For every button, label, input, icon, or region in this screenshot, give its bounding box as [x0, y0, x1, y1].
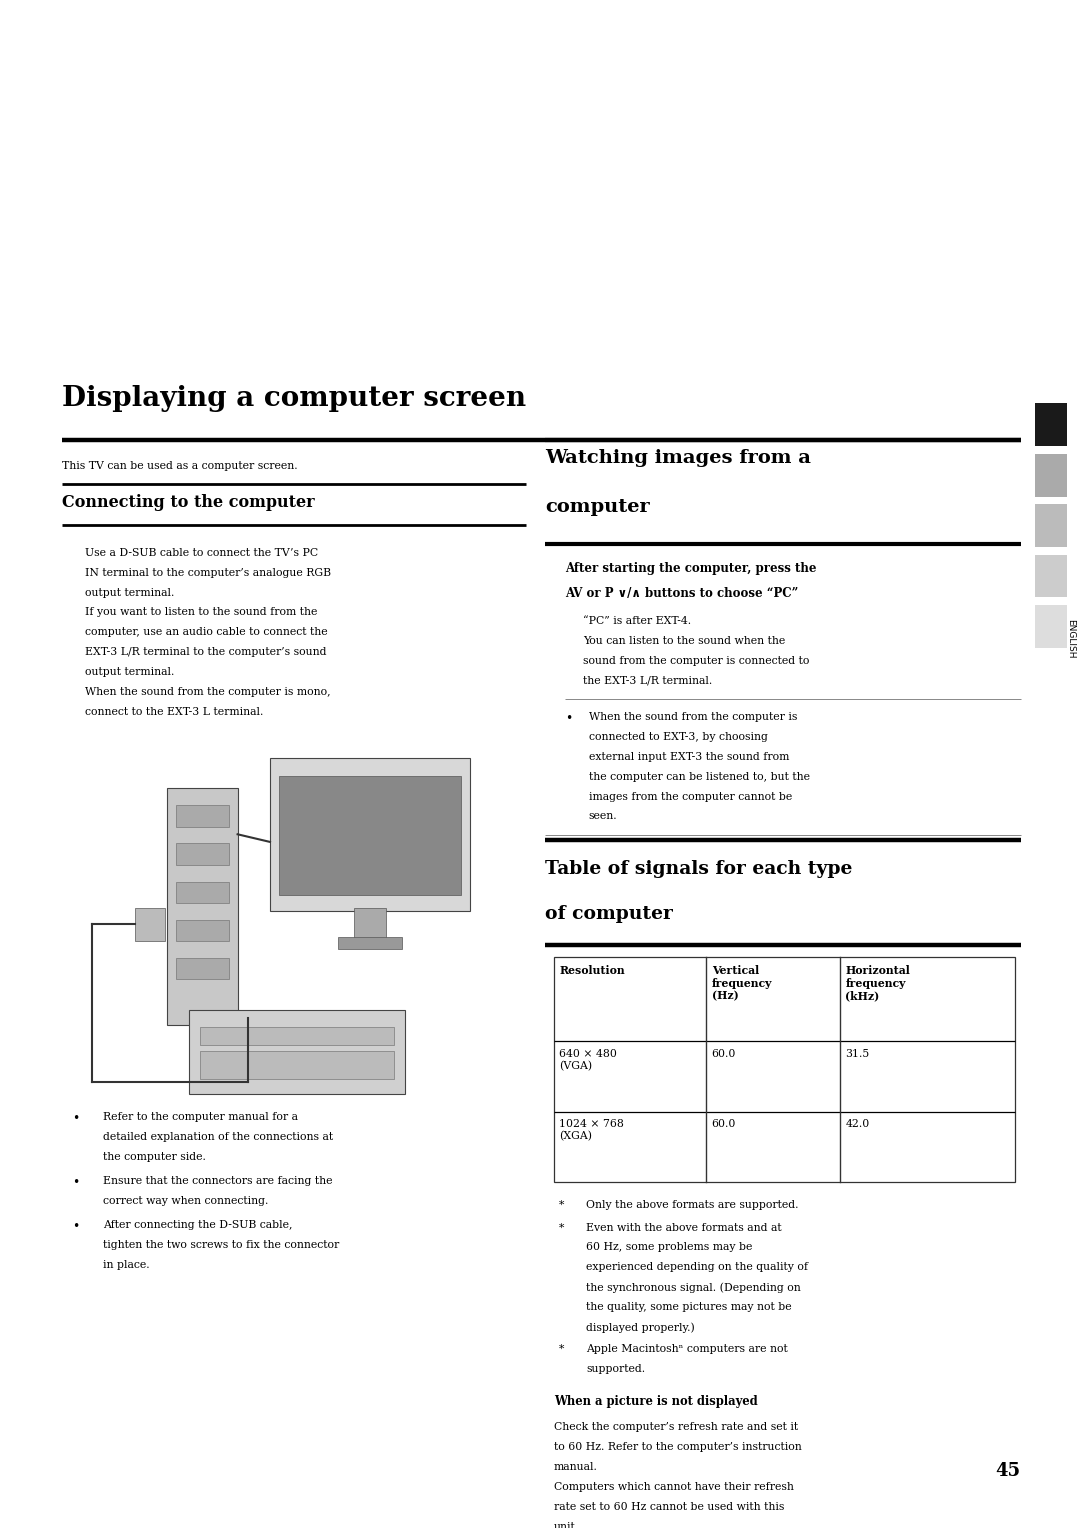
Text: of computer: of computer — [545, 906, 673, 923]
Text: external input EXT-3 the sound from: external input EXT-3 the sound from — [589, 752, 789, 762]
Text: 60.0: 60.0 — [712, 1050, 735, 1059]
Text: tighten the two screws to fix the connector: tighten the two screws to fix the connec… — [103, 1241, 339, 1250]
Text: •: • — [72, 1112, 80, 1126]
Text: 60 Hz, some problems may be: 60 Hz, some problems may be — [586, 1242, 753, 1253]
Bar — [176, 920, 229, 941]
Text: ENGLISH: ENGLISH — [1066, 619, 1075, 659]
Text: “PC” is after EXT-4.: “PC” is after EXT-4. — [583, 616, 691, 626]
Bar — [135, 908, 165, 941]
Text: •: • — [72, 1221, 80, 1233]
Bar — [354, 908, 387, 941]
Text: Ensure that the connectors are facing the: Ensure that the connectors are facing th… — [103, 1177, 333, 1186]
Text: After connecting the D-SUB cable,: After connecting the D-SUB cable, — [103, 1221, 292, 1230]
Text: 640 × 480
(VGA): 640 × 480 (VGA) — [559, 1050, 618, 1071]
Text: Table of signals for each type: Table of signals for each type — [545, 860, 853, 877]
Text: computer: computer — [545, 498, 650, 516]
Text: 60.0: 60.0 — [712, 1120, 735, 1129]
Text: the synchronous signal. (Depending on: the synchronous signal. (Depending on — [586, 1282, 801, 1293]
Text: seen.: seen. — [589, 811, 618, 822]
Bar — [167, 788, 238, 1025]
Text: Check the computer’s refresh rate and set it: Check the computer’s refresh rate and se… — [554, 1423, 798, 1432]
Text: IN terminal to the computer’s analogue RGB: IN terminal to the computer’s analogue R… — [85, 567, 332, 578]
Text: computer, use an audio cable to connect the: computer, use an audio cable to connect … — [85, 628, 328, 637]
Text: When the sound from the computer is: When the sound from the computer is — [589, 712, 797, 723]
Text: the computer side.: the computer side. — [103, 1152, 205, 1163]
Text: the EXT-3 L/R terminal.: the EXT-3 L/R terminal. — [583, 675, 713, 686]
Text: Only the above formats are supported.: Only the above formats are supported. — [586, 1201, 799, 1210]
Text: •: • — [72, 1177, 80, 1189]
Bar — [1035, 504, 1067, 547]
Text: manual.: manual. — [554, 1462, 598, 1471]
Bar — [337, 937, 402, 949]
Bar — [62, 735, 526, 1094]
Bar — [200, 1051, 394, 1079]
Text: images from the computer cannot be: images from the computer cannot be — [589, 792, 792, 802]
Text: rate set to 60 Hz cannot be used with this: rate set to 60 Hz cannot be used with th… — [554, 1502, 784, 1511]
Text: Vertical
frequency
(Hz): Vertical frequency (Hz) — [712, 966, 772, 1001]
Text: Resolution: Resolution — [559, 966, 625, 976]
Text: supported.: supported. — [586, 1365, 646, 1374]
Text: When a picture is not displayed: When a picture is not displayed — [554, 1395, 758, 1407]
Text: to 60 Hz. Refer to the computer’s instruction: to 60 Hz. Refer to the computer’s instru… — [554, 1442, 801, 1452]
Text: Computers which cannot have their refresh: Computers which cannot have their refres… — [554, 1482, 794, 1491]
Bar — [1035, 555, 1067, 597]
Text: in place.: in place. — [103, 1261, 149, 1270]
Text: Horizontal
frequency
(kHz): Horizontal frequency (kHz) — [846, 966, 910, 1001]
Text: Connecting to the computer: Connecting to the computer — [62, 494, 314, 512]
Bar — [1035, 403, 1067, 446]
Bar — [200, 1027, 394, 1045]
Text: Watching images from a: Watching images from a — [545, 449, 811, 468]
Text: EXT-3 L/R terminal to the computer’s sound: EXT-3 L/R terminal to the computer’s sou… — [85, 648, 327, 657]
Text: This TV can be used as a computer screen.: This TV can be used as a computer screen… — [62, 461, 297, 472]
Text: sound from the computer is connected to: sound from the computer is connected to — [583, 656, 810, 666]
Bar — [176, 805, 229, 827]
Text: unit.: unit. — [554, 1522, 579, 1528]
Text: You can listen to the sound when the: You can listen to the sound when the — [583, 636, 785, 646]
Text: •: • — [565, 712, 572, 726]
Bar — [554, 958, 1015, 1183]
Text: *: * — [558, 1345, 564, 1354]
Bar — [176, 882, 229, 903]
Text: correct way when connecting.: correct way when connecting. — [103, 1196, 268, 1206]
Text: connect to the EXT-3 L terminal.: connect to the EXT-3 L terminal. — [85, 706, 264, 717]
Text: the computer can be listened to, but the: the computer can be listened to, but the — [589, 772, 810, 782]
Bar — [1035, 454, 1067, 497]
Text: After starting the computer, press the: After starting the computer, press the — [565, 562, 816, 576]
Text: When the sound from the computer is mono,: When the sound from the computer is mono… — [85, 688, 330, 697]
Bar — [270, 758, 470, 911]
Text: displayed properly.): displayed properly.) — [586, 1322, 696, 1332]
Bar — [176, 843, 229, 865]
Text: 1024 × 768
(XGA): 1024 × 768 (XGA) — [559, 1120, 624, 1141]
Text: *: * — [558, 1222, 564, 1233]
Text: Use a D-SUB cable to connect the TV’s PC: Use a D-SUB cable to connect the TV’s PC — [85, 547, 319, 558]
Bar — [279, 776, 461, 895]
Text: output terminal.: output terminal. — [85, 668, 175, 677]
Bar — [176, 958, 229, 979]
Text: Even with the above formats and at: Even with the above formats and at — [586, 1222, 782, 1233]
Text: the quality, some pictures may not be: the quality, some pictures may not be — [586, 1302, 792, 1313]
Text: connected to EXT-3, by choosing: connected to EXT-3, by choosing — [589, 732, 768, 743]
Text: Refer to the computer manual for a: Refer to the computer manual for a — [103, 1112, 298, 1123]
Text: Displaying a computer screen: Displaying a computer screen — [62, 385, 526, 413]
Bar — [189, 1010, 405, 1094]
Text: If you want to listen to the sound from the: If you want to listen to the sound from … — [85, 608, 318, 617]
Text: experienced depending on the quality of: experienced depending on the quality of — [586, 1262, 809, 1273]
Text: detailed explanation of the connections at: detailed explanation of the connections … — [103, 1132, 333, 1143]
Text: 31.5: 31.5 — [846, 1050, 869, 1059]
Bar — [1035, 605, 1067, 648]
Text: Apple Macintoshⁿ computers are not: Apple Macintoshⁿ computers are not — [586, 1345, 788, 1354]
Text: 45: 45 — [996, 1462, 1021, 1481]
Text: AV or P ∨/∧ buttons to choose “PC”: AV or P ∨/∧ buttons to choose “PC” — [565, 587, 798, 601]
Text: output terminal.: output terminal. — [85, 588, 175, 597]
Text: *: * — [558, 1201, 564, 1210]
Text: 42.0: 42.0 — [846, 1120, 869, 1129]
